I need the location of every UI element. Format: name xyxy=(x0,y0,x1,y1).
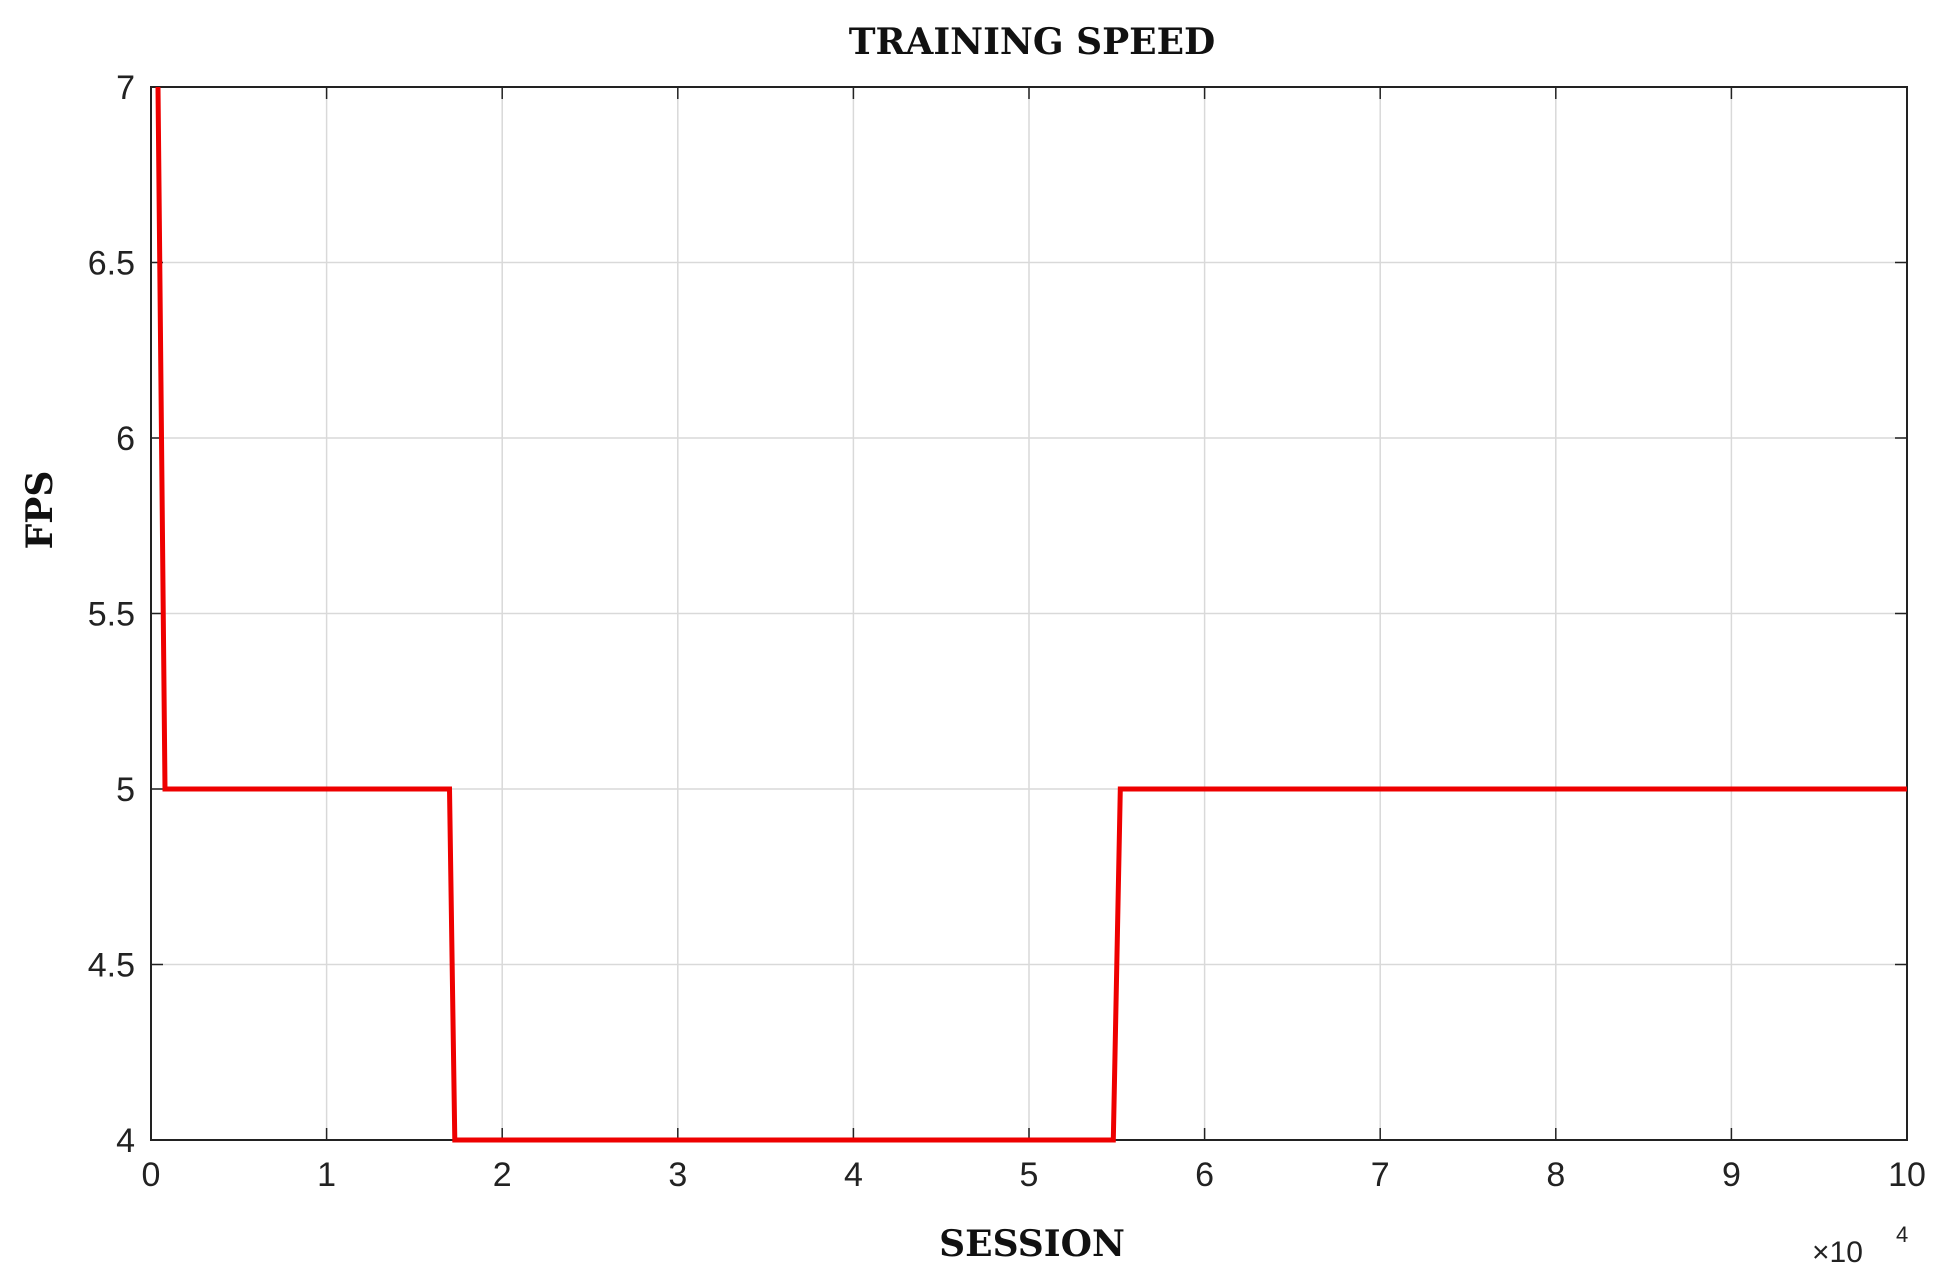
x-tick-label: 7 xyxy=(1371,1156,1390,1194)
grid xyxy=(151,87,1907,1140)
x-tick-label: 10 xyxy=(1888,1156,1926,1194)
x-tick-label: 2 xyxy=(493,1156,512,1194)
x-tick-label: 5 xyxy=(1020,1156,1039,1194)
y-tick-label: 4.5 xyxy=(88,947,135,985)
y-tick-label: 6 xyxy=(116,420,135,458)
x-tick-label: 1 xyxy=(317,1156,336,1194)
x-tick-label: 0 xyxy=(142,1156,161,1194)
y-tick-label: 5.5 xyxy=(88,596,135,634)
x-tick-label: 9 xyxy=(1722,1156,1741,1194)
x-axis-label: SESSION xyxy=(939,1223,1125,1265)
ticks: 0 1 2 3 4 5 6 7 8 9 10 4 4.5 5 5.5 6 6.5 7 xyxy=(88,69,1926,1194)
y-axis-label: FPS xyxy=(19,471,61,550)
x-axis-multiplier: ×10 xyxy=(1812,1236,1863,1269)
y-tick-label: 5 xyxy=(116,771,135,809)
x-tick-label: 3 xyxy=(668,1156,687,1194)
x-tick-label: 6 xyxy=(1195,1156,1214,1194)
y-tick-label: 6.5 xyxy=(88,245,135,283)
y-tick-label: 7 xyxy=(116,69,135,107)
x-tick-label: 8 xyxy=(1546,1156,1565,1194)
fps-series-line xyxy=(155,86,1907,1143)
x-axis-multiplier-exponent: 4 xyxy=(1896,1222,1908,1247)
series-group xyxy=(155,86,1907,1143)
x-tick-label: 4 xyxy=(844,1156,863,1194)
chart-title: TRAINING SPEED xyxy=(849,21,1216,63)
y-tick-label: 4 xyxy=(116,1122,135,1160)
